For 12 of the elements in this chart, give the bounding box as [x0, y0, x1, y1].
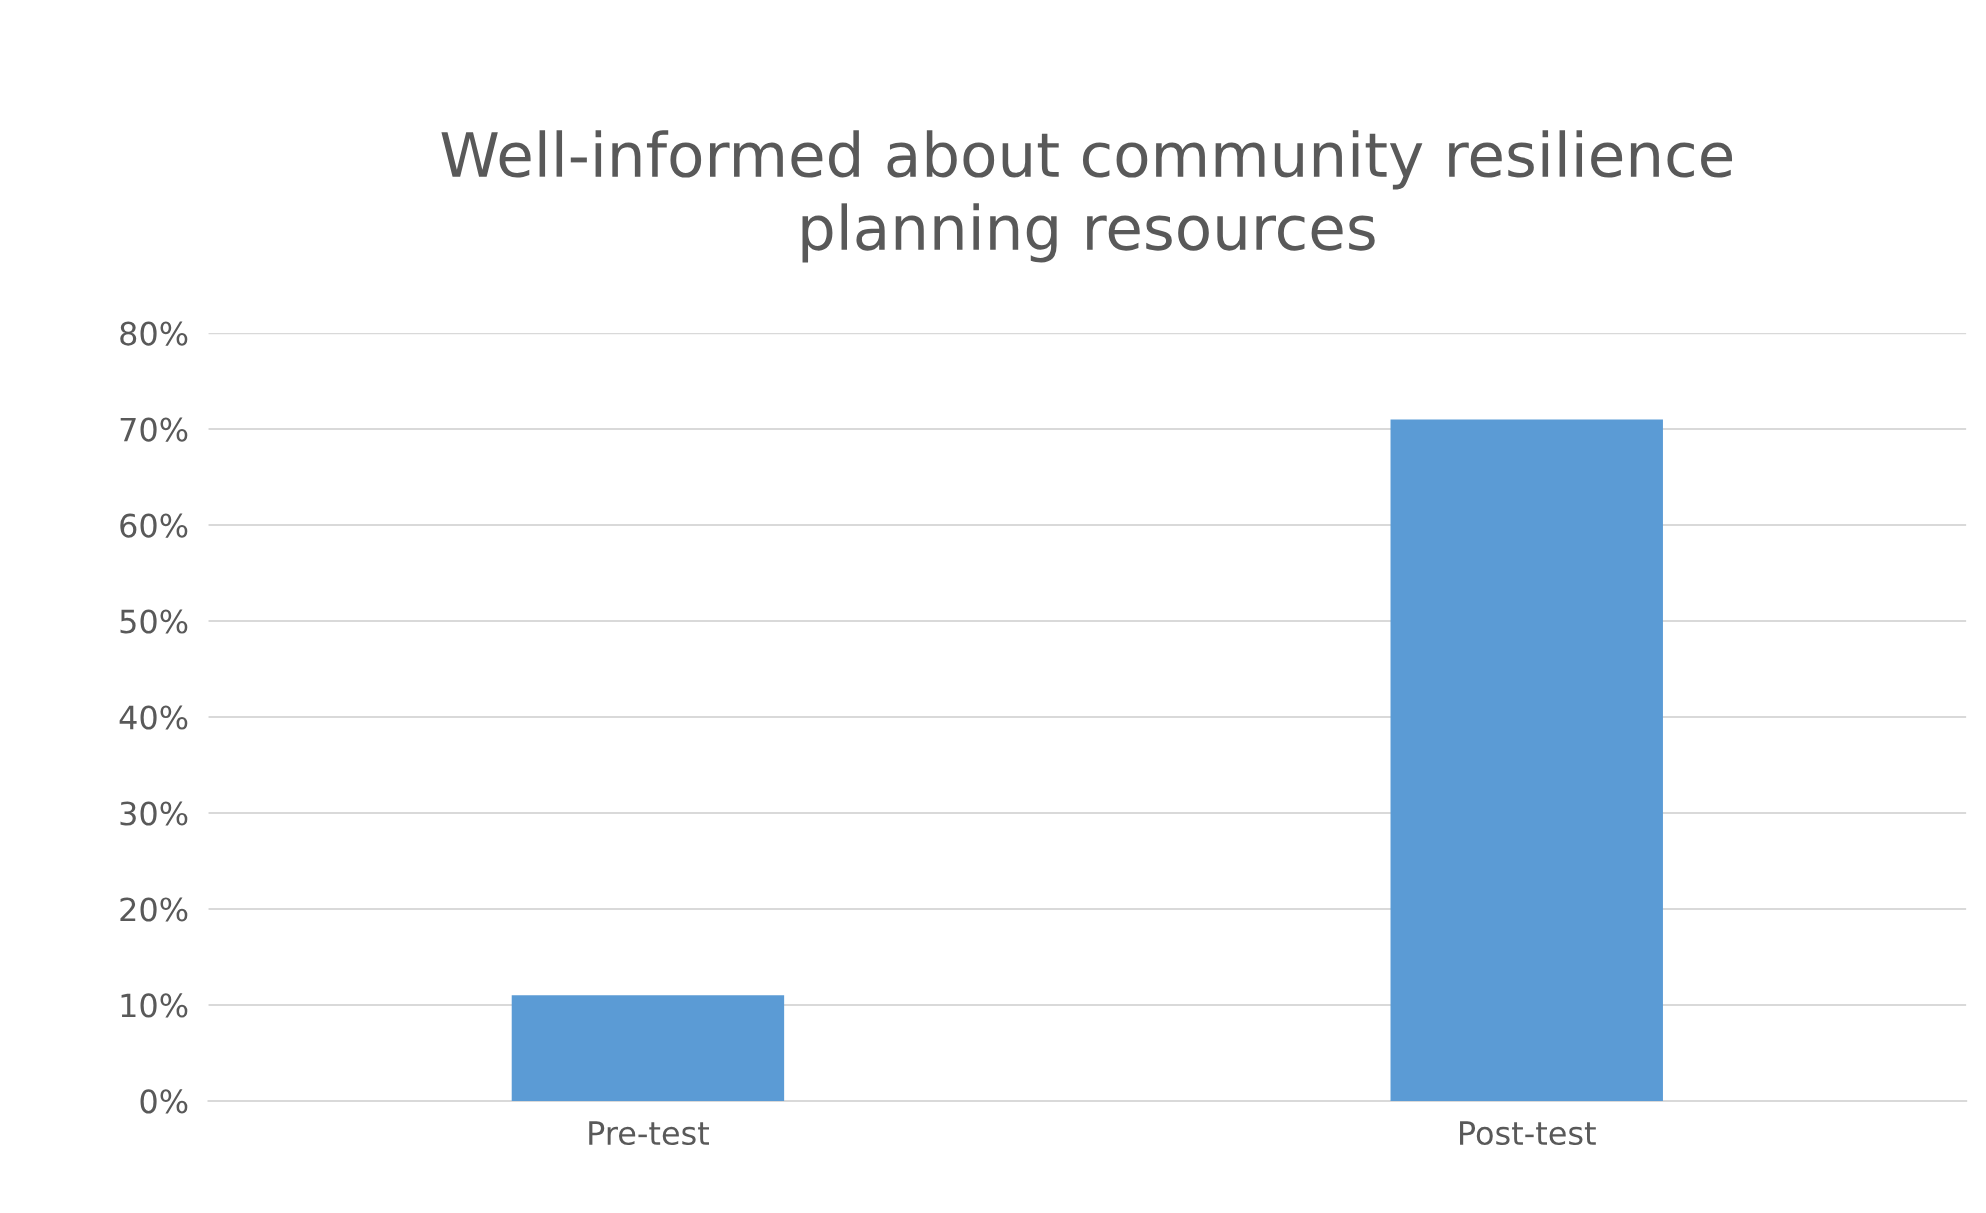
- y-tick-label: 60%: [120, 513, 188, 538]
- y-tick-label: 50%: [120, 609, 188, 634]
- x-tick-label: Post-test: [1460, 1121, 1596, 1146]
- y-tick-label: 40%: [119, 705, 188, 730]
- y-tick-label: 80%: [120, 321, 188, 346]
- y-tick-label: 30%: [120, 801, 188, 826]
- chart-title: Well-informed about community resilience planning resources: [441, 130, 1733, 263]
- y-tick-label: 70%: [120, 417, 188, 442]
- y-tick-label: 10%: [121, 993, 188, 1018]
- x-tick-label: Pre-test: [589, 1121, 709, 1146]
- y-tick-label: 0%: [140, 1089, 188, 1114]
- y-tick-label: 20%: [120, 897, 188, 922]
